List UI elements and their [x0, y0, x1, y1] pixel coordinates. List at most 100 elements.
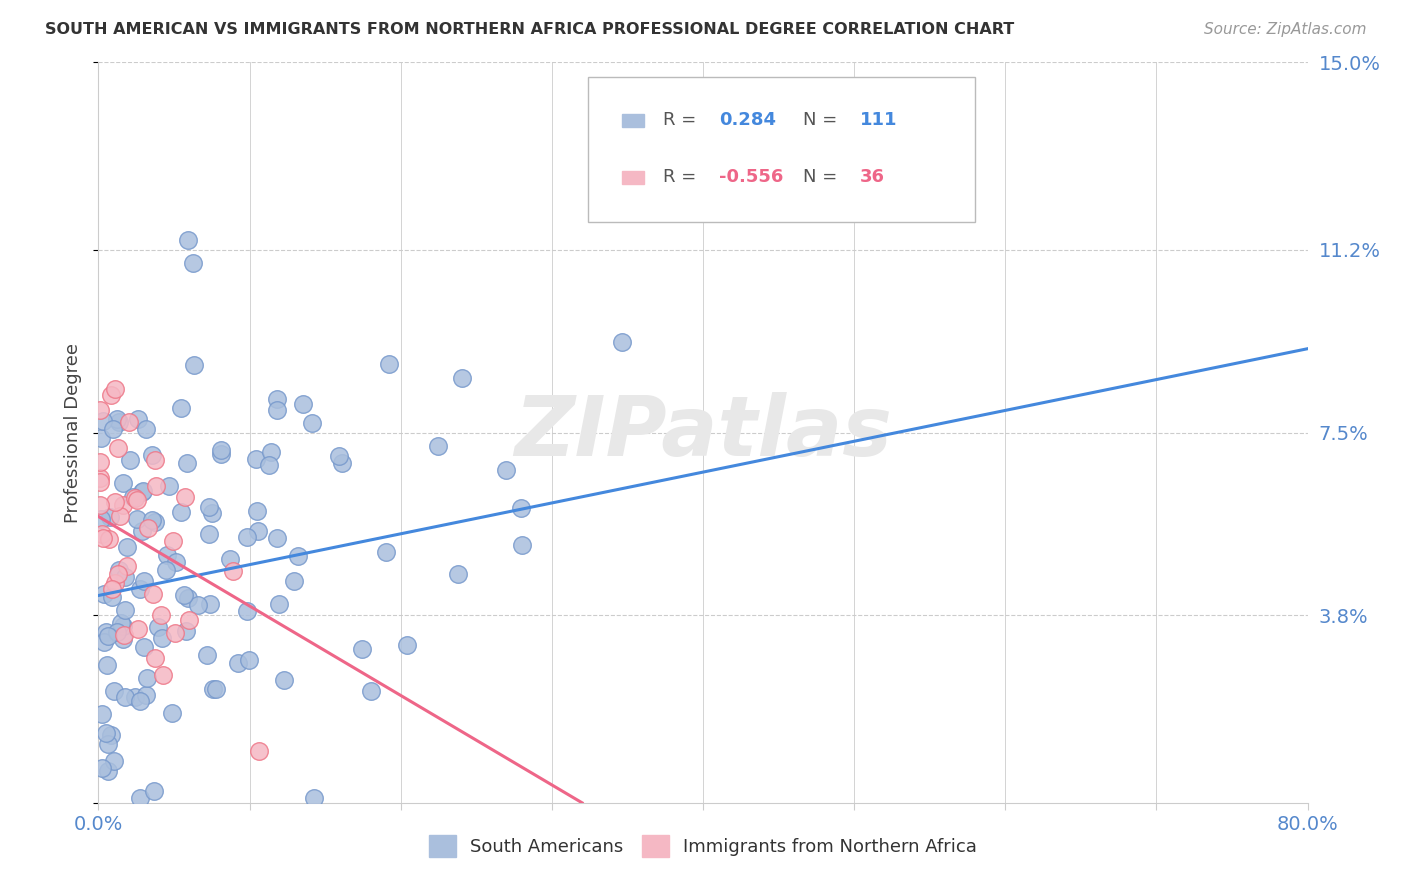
Point — [98, 509, 121, 524]
Bar — [621, 113, 644, 127]
Point — [266, 392, 288, 406]
Point — [131, 524, 153, 538]
Point — [304, 790, 326, 805]
Point — [173, 588, 195, 602]
Point — [205, 682, 228, 697]
Text: Source: ZipAtlas.com: Source: ZipAtlas.com — [1204, 22, 1367, 37]
Point — [108, 508, 131, 523]
Text: -0.556: -0.556 — [718, 169, 783, 186]
Point — [125, 512, 148, 526]
Point — [177, 233, 200, 247]
Point — [97, 629, 120, 643]
Point — [209, 442, 232, 457]
Point — [90, 511, 112, 525]
Point — [170, 505, 193, 519]
Point — [146, 620, 169, 634]
Bar — [621, 170, 644, 184]
Point — [198, 598, 221, 612]
Point — [247, 744, 270, 758]
Point — [174, 624, 197, 638]
Point — [260, 444, 283, 458]
Point — [143, 515, 166, 529]
Point — [132, 574, 155, 588]
Point — [97, 764, 120, 779]
Point — [93, 635, 115, 649]
Point — [222, 564, 245, 578]
Point — [91, 706, 114, 721]
Legend: South Americans, Immigrants from Northern Africa: South Americans, Immigrants from Norther… — [422, 828, 984, 864]
Point — [105, 411, 128, 425]
Point — [197, 500, 219, 514]
Point — [395, 639, 418, 653]
Point — [118, 453, 141, 467]
Point — [352, 641, 374, 656]
Point — [103, 684, 125, 698]
Point — [360, 683, 382, 698]
Point — [104, 576, 127, 591]
Point — [129, 582, 152, 597]
Point — [218, 552, 240, 566]
Point — [152, 668, 174, 682]
Point — [163, 626, 186, 640]
Point — [209, 447, 232, 461]
Point — [195, 648, 218, 662]
Point — [426, 439, 449, 453]
Point — [245, 504, 267, 518]
Point — [132, 640, 155, 655]
Point — [89, 402, 111, 417]
Point — [291, 396, 314, 410]
Point — [124, 690, 146, 704]
Point — [141, 513, 163, 527]
Point — [105, 624, 128, 639]
Text: N =: N = — [803, 169, 844, 186]
Point — [177, 613, 200, 627]
Point — [201, 681, 224, 696]
Point — [115, 559, 138, 574]
Text: 36: 36 — [860, 169, 886, 186]
Point — [108, 415, 131, 429]
Point — [101, 582, 124, 597]
Point — [97, 737, 120, 751]
Point — [132, 484, 155, 499]
Point — [100, 728, 122, 742]
Point — [89, 454, 111, 468]
Point — [112, 475, 135, 490]
Point — [447, 567, 470, 582]
Point — [266, 403, 288, 417]
Point — [91, 531, 114, 545]
Point — [236, 530, 259, 544]
Point — [114, 690, 136, 704]
Y-axis label: Professional Degree: Professional Degree — [65, 343, 83, 523]
Point — [135, 688, 157, 702]
Point — [266, 531, 288, 545]
Point — [107, 567, 129, 582]
Text: N =: N = — [803, 112, 844, 129]
Point — [509, 501, 531, 516]
Point — [155, 563, 177, 577]
FancyBboxPatch shape — [588, 78, 976, 221]
Text: SOUTH AMERICAN VS IMMIGRANTS FROM NORTHERN AFRICA PROFESSIONAL DEGREE CORRELATIO: SOUTH AMERICAN VS IMMIGRANTS FROM NORTHE… — [45, 22, 1014, 37]
Point — [495, 463, 517, 477]
Point — [114, 603, 136, 617]
Point — [177, 591, 200, 605]
Point — [170, 401, 193, 415]
Point — [157, 479, 180, 493]
Point — [104, 494, 127, 508]
Point — [118, 416, 141, 430]
Point — [287, 549, 309, 563]
Point — [136, 521, 159, 535]
Point — [93, 587, 115, 601]
Point — [136, 671, 159, 685]
Point — [112, 628, 135, 642]
Point — [129, 790, 152, 805]
Point — [301, 416, 323, 430]
Point — [246, 524, 269, 539]
Point — [135, 422, 157, 436]
Point — [89, 475, 111, 490]
Point — [156, 548, 179, 562]
Point — [97, 533, 120, 547]
Point — [267, 597, 290, 611]
Point — [198, 527, 221, 541]
Point — [122, 490, 145, 504]
Point — [510, 538, 533, 552]
